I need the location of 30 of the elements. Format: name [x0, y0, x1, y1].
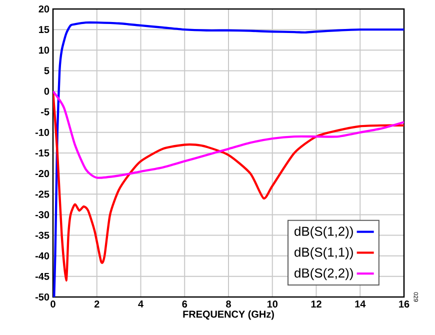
y-tick-label: -50 — [35, 293, 50, 301]
y-tick-label: 5 — [44, 67, 50, 74]
y-tick-label: 15 — [39, 26, 50, 34]
x-tick-label: 12 — [311, 300, 322, 308]
x-tick-label: 14 — [355, 300, 366, 308]
y-tick-label: -30 — [35, 211, 50, 218]
y-tick-label: 10 — [39, 46, 50, 54]
legend-label: dB(S(2,2)) — [294, 268, 353, 280]
x-tick-label: 4 — [138, 300, 144, 308]
y-tick-label: -5 — [41, 108, 50, 116]
y-tick-label: -45 — [35, 272, 50, 280]
x-tick-label: 2 — [94, 300, 100, 308]
y-tick-label: -10 — [35, 128, 50, 136]
line-series — [53, 21, 404, 297]
x-tick-label: 10 — [267, 300, 278, 308]
y-tick-label: -25 — [35, 190, 50, 198]
y-tick-label: -20 — [35, 170, 50, 178]
y-tick-label: 20 — [38, 5, 50, 13]
y-tick-label: -15 — [35, 150, 50, 156]
x-tick-label: 6 — [182, 300, 188, 308]
y-tick-label: 0 — [44, 88, 50, 95]
y-tick-label: -40 — [35, 252, 50, 260]
line-series — [53, 90, 404, 179]
y-tick-label: -35 — [35, 232, 50, 239]
x-tick-label: 0 — [50, 300, 56, 308]
x-axis-title: FREQUENCY (GHz) — [183, 310, 274, 320]
legend-label: dB(S(1,1)) — [294, 247, 353, 260]
x-tick-label: 8 — [226, 300, 231, 308]
x-tick-label: 16 — [399, 300, 410, 308]
legend-label: dB(S(1,2)) — [294, 226, 353, 238]
